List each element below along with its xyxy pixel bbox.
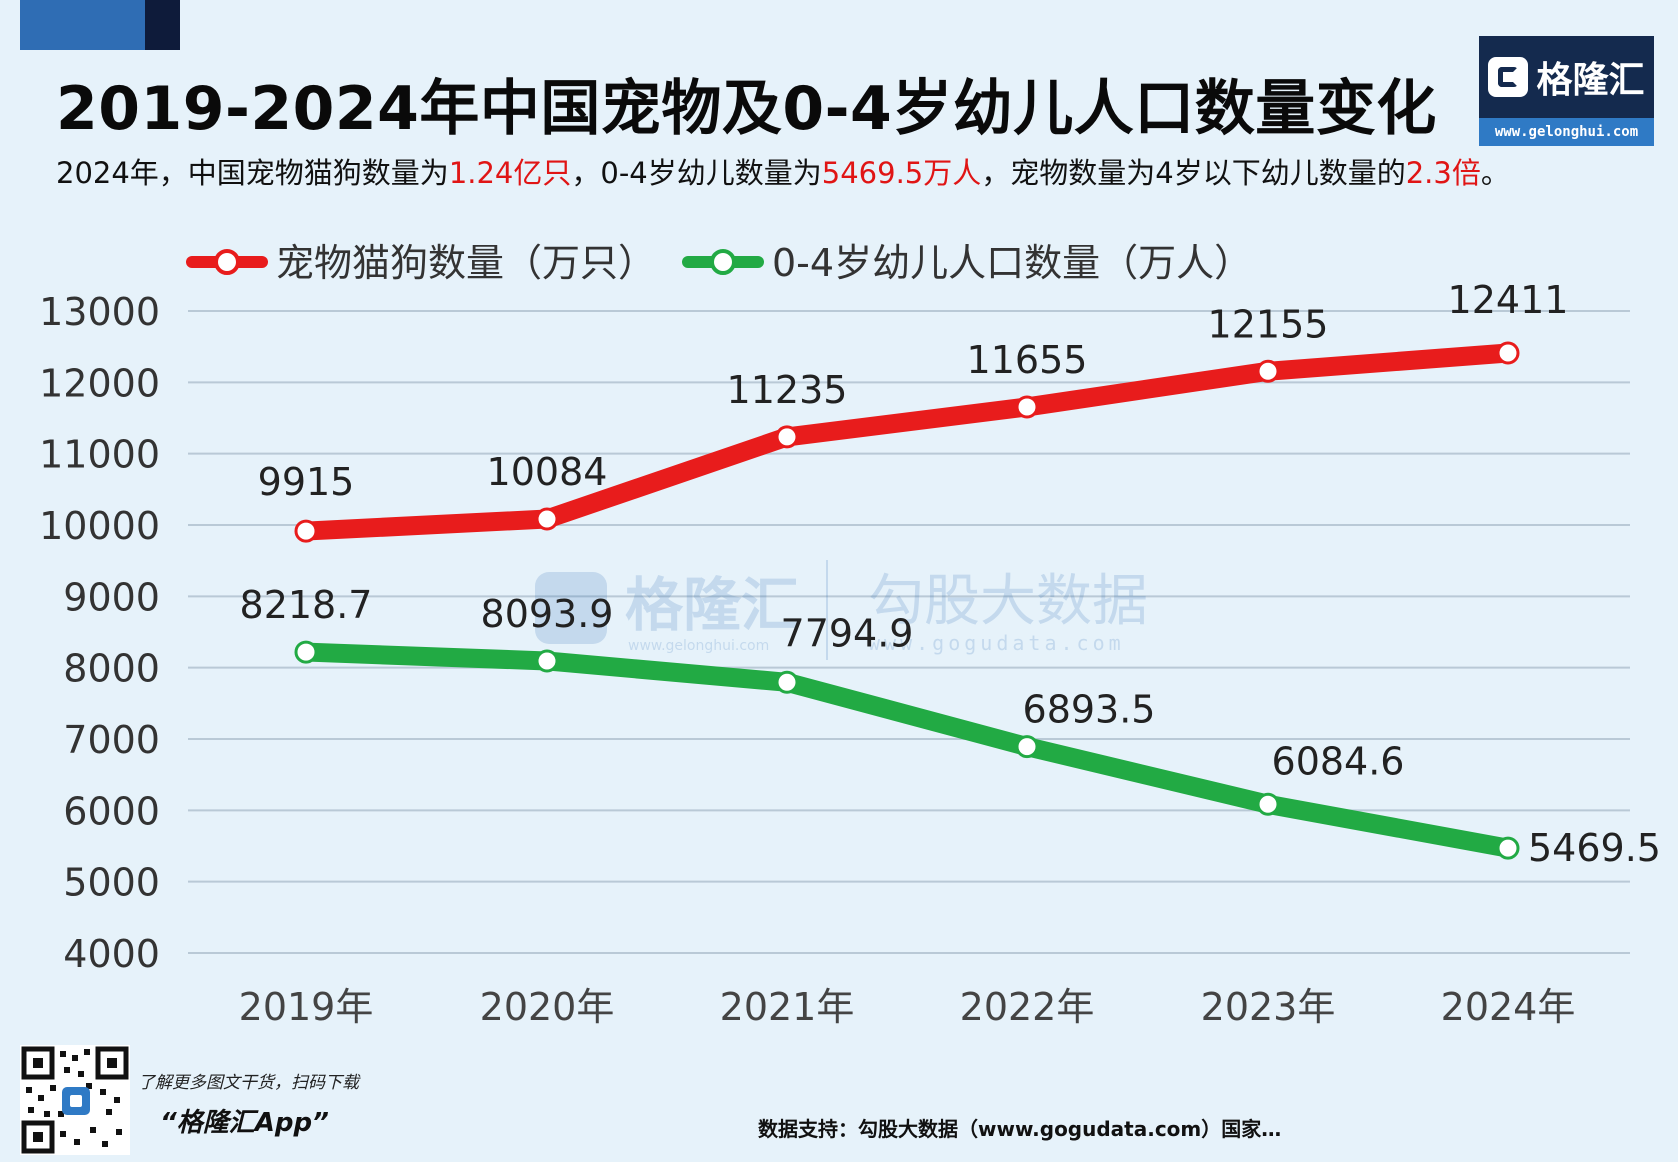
data-point-pets — [775, 425, 799, 449]
watermark: 格隆汇 www.gelonghui.com 勾股大数据 www.gogudata… — [535, 560, 1148, 660]
data-label: 5469.5 — [1528, 826, 1661, 870]
legend-marker — [710, 249, 736, 275]
watermark-brand: 格隆汇 — [625, 571, 799, 639]
watermark-partner-url: www.gogudata.com — [868, 631, 1125, 655]
data-point-children — [535, 649, 559, 673]
data-label: 9915 — [258, 460, 355, 504]
watermark-brand-url: www.gelonghui.com — [628, 638, 769, 654]
chart-subtitle: 2024年，中国宠物猫狗数量为1.24亿只，0-4岁幼儿数量为5469.5万人，… — [56, 150, 1510, 192]
logo-name: 格隆汇 — [1536, 60, 1645, 101]
subtitle-highlight-ratio: 2.3倍 — [1405, 156, 1481, 190]
legend: 宠物猫狗数量（万只） 0-4岁幼儿人口数量（万人） — [186, 241, 1252, 285]
x-tick-label: 2024年 — [1441, 985, 1576, 1029]
logo-url: www.gelonghui.com — [1479, 118, 1654, 146]
y-tick-label: 6000 — [63, 789, 160, 833]
data-label: 7794.9 — [781, 611, 914, 655]
subtitle-part-2: ，0-4岁幼儿数量为 — [571, 156, 822, 190]
legend-label-children: 0-4岁幼儿人口数量（万人） — [772, 241, 1252, 285]
subtitle-highlight-children: 5469.5万人 — [821, 156, 982, 190]
x-tick-label: 2021年 — [720, 985, 855, 1029]
y-tick-label: 4000 — [63, 932, 160, 976]
data-point-pets — [1496, 341, 1520, 365]
data-label: 8093.9 — [481, 592, 614, 636]
header-accent-blue — [20, 0, 145, 50]
x-tick-label: 2023年 — [1201, 985, 1336, 1029]
data-labels: 9915 10084 11235 11655 12155 12411 8218.7 8093.… — [240, 278, 1661, 870]
data-point-children — [1496, 836, 1520, 860]
data-label: 11655 — [967, 338, 1088, 382]
data-label: 11235 — [727, 368, 848, 412]
data-label: 12411 — [1448, 278, 1569, 322]
legend-label-pets: 宠物猫狗数量（万只） — [276, 241, 656, 285]
subtitle-part-4: 。 — [1480, 156, 1510, 190]
y-tick-label: 9000 — [63, 575, 160, 619]
y-axis-ticks: 4000 5000 6000 7000 8000 9000 10000 11000 12000 1… — [39, 290, 160, 976]
data-label: 6084.6 — [1272, 739, 1405, 783]
series-lines — [294, 341, 1520, 860]
y-tick-label: 8000 — [63, 647, 160, 691]
footer-note: 了解更多图文干货，扫码下载 — [138, 1073, 359, 1093]
y-tick-label: 12000 — [39, 361, 160, 405]
data-point-pets — [535, 507, 559, 531]
qr-code-pattern — [21, 1046, 129, 1154]
data-point-children — [775, 670, 799, 694]
grid-lines — [188, 310, 1630, 954]
x-tick-label: 2020年 — [480, 985, 615, 1029]
brand-logo: 格隆汇 www.gelonghui.com — [1479, 36, 1654, 146]
subtitle-highlight-pets: 1.24亿只 — [448, 156, 572, 190]
logo-g-icon — [1488, 57, 1529, 97]
x-tick-label: 2022年 — [960, 985, 1095, 1029]
y-tick-label: 11000 — [39, 433, 160, 477]
chart-title: 2019-2024年中国宠物及0-4岁幼儿人口数量变化 — [56, 74, 1437, 144]
series-line-children — [296, 642, 1518, 858]
watermark-partner: 勾股大数据 — [868, 569, 1148, 634]
data-source: 数据支持：勾股大数据（www.gogudata.com）国家… — [758, 1117, 1282, 1141]
subtitle-part-3: ，宠物数量为4岁以下幼儿数量的 — [981, 156, 1406, 190]
data-label: 6893.5 — [1023, 688, 1156, 732]
data-label: 8218.7 — [240, 583, 373, 627]
data-point-children — [294, 640, 318, 664]
watermark-logo-icon — [535, 572, 607, 644]
header-accent-dark — [145, 0, 180, 50]
legend-marker — [214, 249, 240, 275]
y-tick-label: 10000 — [39, 504, 160, 548]
data-point-children — [1256, 792, 1280, 816]
y-tick-label: 7000 — [63, 718, 160, 762]
data-point-children — [1015, 735, 1039, 759]
x-axis-ticks: 2019年 2020年 2021年 2022年 2023年 2024年 — [239, 985, 1576, 1029]
data-point-pets — [294, 519, 318, 543]
data-point-pets — [1256, 359, 1280, 383]
subtitle-part-1: 2024年，中国宠物猫狗数量为 — [56, 156, 449, 190]
x-tick-label: 2019年 — [239, 985, 374, 1029]
y-tick-label: 13000 — [39, 290, 160, 334]
data-label: 12155 — [1208, 302, 1329, 346]
qr-code — [20, 1045, 130, 1155]
logo-mark: 格隆汇 — [1479, 36, 1654, 118]
data-label: 10084 — [487, 450, 608, 494]
data-point-pets — [1015, 395, 1039, 419]
y-tick-label: 5000 — [63, 861, 160, 905]
footer-app-name: “格隆汇App” — [160, 1108, 329, 1138]
series-line-pets — [296, 343, 1518, 541]
